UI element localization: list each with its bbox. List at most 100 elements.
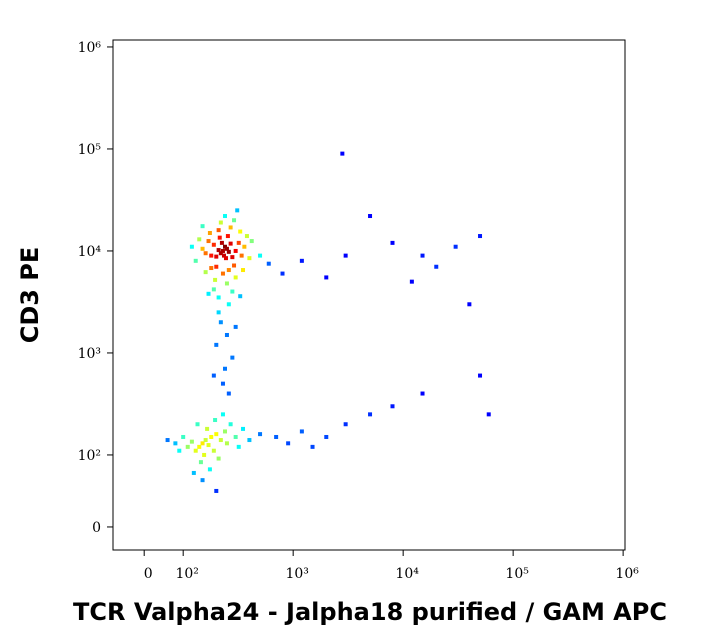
point	[205, 426, 210, 431]
point	[232, 263, 237, 268]
point	[368, 214, 373, 219]
y-tick-label: 10⁶	[78, 40, 102, 56]
point	[236, 240, 241, 245]
point	[203, 270, 208, 275]
point	[195, 422, 200, 427]
point	[226, 249, 231, 254]
x-tick-label: 10³	[285, 566, 308, 582]
point	[200, 246, 205, 251]
x-tick-label: 0	[144, 566, 153, 582]
point	[226, 391, 231, 396]
point	[280, 271, 285, 276]
point	[478, 373, 483, 378]
point	[214, 264, 219, 269]
point	[232, 218, 237, 223]
point	[206, 443, 211, 448]
point	[228, 422, 233, 427]
y-tick-label: 10²	[78, 448, 101, 464]
point	[228, 225, 233, 230]
point	[230, 355, 235, 360]
y-tick-label: 10³	[78, 346, 101, 362]
point	[247, 438, 252, 443]
point	[266, 261, 271, 266]
point	[216, 248, 221, 253]
point	[224, 441, 229, 446]
point	[238, 294, 243, 299]
point	[310, 444, 315, 449]
point	[324, 434, 329, 439]
point	[241, 426, 246, 431]
point	[478, 234, 483, 239]
point	[216, 295, 221, 300]
point	[220, 381, 225, 386]
point	[233, 324, 238, 329]
x-tick-label: 10⁵	[505, 566, 529, 582]
point	[221, 253, 226, 258]
y-tick-label: 10⁴	[78, 244, 102, 260]
point	[214, 254, 219, 259]
point	[214, 488, 219, 493]
point	[211, 373, 216, 378]
point	[193, 448, 198, 453]
plot-frame	[112, 39, 626, 551]
point	[216, 456, 221, 461]
point	[228, 241, 233, 246]
point	[249, 239, 254, 244]
point	[390, 240, 395, 245]
point	[189, 244, 194, 249]
point	[198, 460, 203, 465]
point	[200, 478, 205, 483]
point	[224, 332, 229, 337]
x-tick-label: 10²	[175, 566, 198, 582]
point	[220, 248, 225, 253]
point	[390, 404, 395, 409]
point	[202, 452, 207, 457]
point	[181, 434, 186, 439]
point	[197, 237, 202, 242]
point	[214, 342, 219, 347]
x-tick-label: 10⁴	[395, 566, 419, 582]
point	[197, 444, 202, 449]
point	[200, 224, 205, 229]
point	[223, 366, 228, 371]
point	[211, 287, 216, 292]
point	[244, 234, 249, 239]
point	[177, 448, 182, 453]
point	[211, 242, 216, 247]
point	[223, 429, 228, 434]
point	[200, 441, 205, 446]
x-tick-label: 10⁶	[615, 566, 639, 582]
point	[218, 251, 223, 256]
point	[206, 239, 211, 244]
point	[340, 151, 345, 156]
point	[434, 264, 439, 269]
point	[207, 467, 212, 472]
point	[218, 438, 223, 443]
point	[233, 275, 238, 280]
point	[209, 253, 214, 258]
point	[241, 268, 246, 273]
point	[420, 253, 425, 258]
point	[223, 244, 228, 249]
point	[209, 266, 214, 271]
point	[233, 248, 238, 253]
point	[211, 448, 216, 453]
point	[218, 320, 223, 325]
point	[235, 208, 240, 213]
point	[230, 289, 235, 294]
y-tick-label: 10⁵	[78, 142, 102, 158]
point	[486, 412, 491, 417]
point	[225, 234, 230, 239]
point	[219, 240, 224, 245]
point	[203, 251, 208, 256]
point	[409, 279, 414, 284]
point	[220, 412, 225, 417]
point	[274, 434, 279, 439]
point	[299, 429, 304, 434]
point	[242, 244, 247, 249]
point	[453, 244, 458, 249]
point	[324, 275, 329, 280]
point	[173, 441, 178, 446]
point	[368, 412, 373, 417]
point	[224, 281, 229, 286]
